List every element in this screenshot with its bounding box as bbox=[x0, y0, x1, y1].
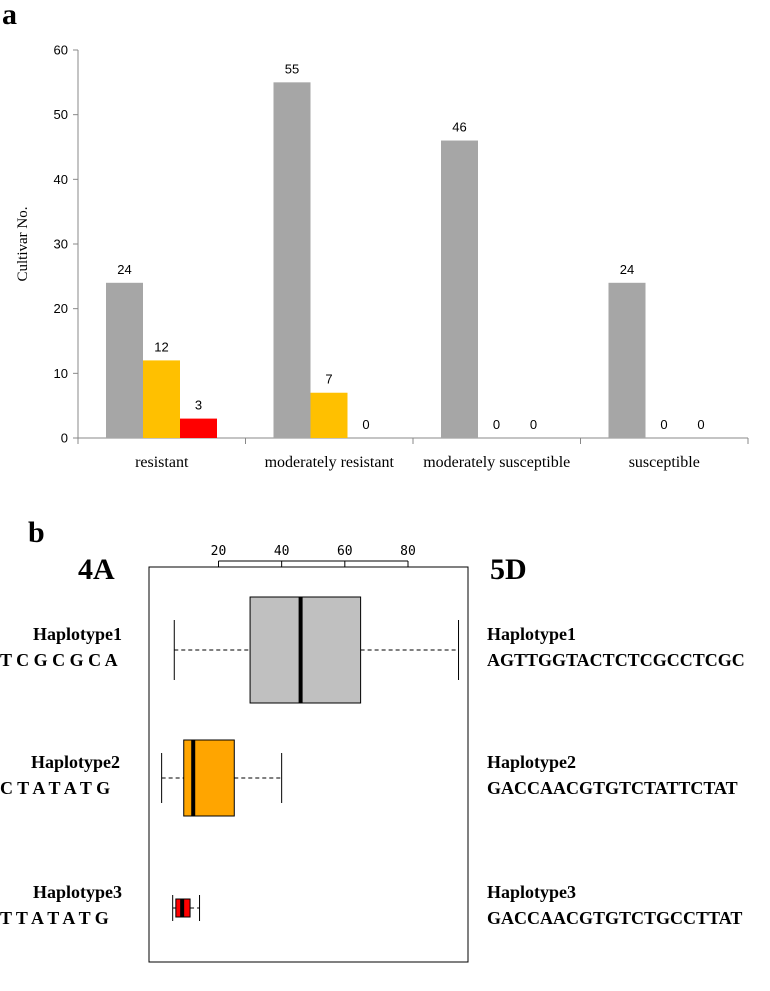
data-label: 0 bbox=[493, 417, 500, 432]
right-haplotype-label: Haplotype3 bbox=[487, 882, 576, 902]
data-label: 0 bbox=[530, 417, 537, 432]
category-label: moderately susceptible bbox=[423, 454, 570, 471]
data-label: 12 bbox=[154, 339, 168, 354]
boxplot-chart: 20 40 60 80 4A 5D Haplotype1 T C G C G C A Haplo… bbox=[0, 544, 745, 963]
data-label: 46 bbox=[452, 120, 466, 135]
data-label: 7 bbox=[325, 372, 332, 387]
bar bbox=[310, 392, 348, 438]
x-tick-label: 60 bbox=[337, 544, 353, 559]
data-label: 24 bbox=[117, 262, 131, 277]
x-tick-label: 80 bbox=[400, 544, 416, 559]
box bbox=[249, 596, 362, 704]
left-haplotype-label: Haplotype2 bbox=[31, 752, 120, 772]
y-axis-label: Cultivar No. bbox=[15, 207, 31, 282]
category-label: resistant bbox=[135, 454, 189, 471]
left-haplotype-seq: T C G C G C A bbox=[0, 650, 118, 670]
data-label: 3 bbox=[195, 398, 202, 413]
data-label: 55 bbox=[285, 61, 299, 76]
bar bbox=[273, 82, 311, 438]
left-haplotype-label: Haplotype3 bbox=[33, 882, 122, 902]
bar-chart: 0 10 20 30 40 50 60 Cultivar No. 24 12 3 resistant 5… bbox=[15, 43, 749, 471]
bar bbox=[441, 140, 478, 439]
data-label: 0 bbox=[697, 417, 704, 432]
y-tick-label: 60 bbox=[54, 43, 68, 58]
bar bbox=[143, 360, 180, 438]
left-haplotype-seq: C T A T A T G bbox=[0, 778, 110, 798]
category-label: moderately resistant bbox=[265, 454, 395, 471]
panel-label-b: b bbox=[28, 516, 45, 549]
right-haplotype-seq: AGTTGGTACTCTCGCCTCGC bbox=[487, 650, 745, 670]
x-tick-label: 40 bbox=[274, 544, 290, 559]
bar bbox=[608, 282, 646, 438]
data-label: 24 bbox=[620, 262, 634, 277]
bar bbox=[180, 418, 217, 438]
left-haplotype-seq: T T A T A T G bbox=[0, 908, 109, 928]
category-label: susceptible bbox=[629, 454, 700, 471]
y-tick-label: 10 bbox=[54, 366, 68, 381]
y-tick-label: 20 bbox=[54, 301, 68, 316]
data-label: 0 bbox=[362, 417, 369, 432]
y-tick-label: 30 bbox=[54, 237, 68, 252]
right-haplotype-label: Haplotype2 bbox=[487, 752, 576, 772]
right-haplotype-label: Haplotype1 bbox=[487, 624, 576, 644]
y-tick-label: 0 bbox=[61, 431, 68, 446]
x-tick-label: 20 bbox=[211, 544, 227, 559]
right-haplotype-seq: GACCAACGTGTCTATTCTAT bbox=[487, 778, 738, 798]
y-tick-label: 50 bbox=[54, 107, 68, 122]
y-tick-label: 40 bbox=[54, 172, 68, 187]
right-haplotype-seq: GACCAACGTGTCTGCCTTAT bbox=[487, 908, 742, 928]
left-haplotype-label: Haplotype1 bbox=[33, 624, 122, 644]
panel-label-a: a bbox=[2, 0, 17, 31]
plot-frame bbox=[148, 566, 469, 963]
left-header: 4A bbox=[78, 553, 115, 586]
data-label: 0 bbox=[660, 417, 667, 432]
right-header: 5D bbox=[490, 553, 527, 586]
bar bbox=[106, 282, 143, 438]
